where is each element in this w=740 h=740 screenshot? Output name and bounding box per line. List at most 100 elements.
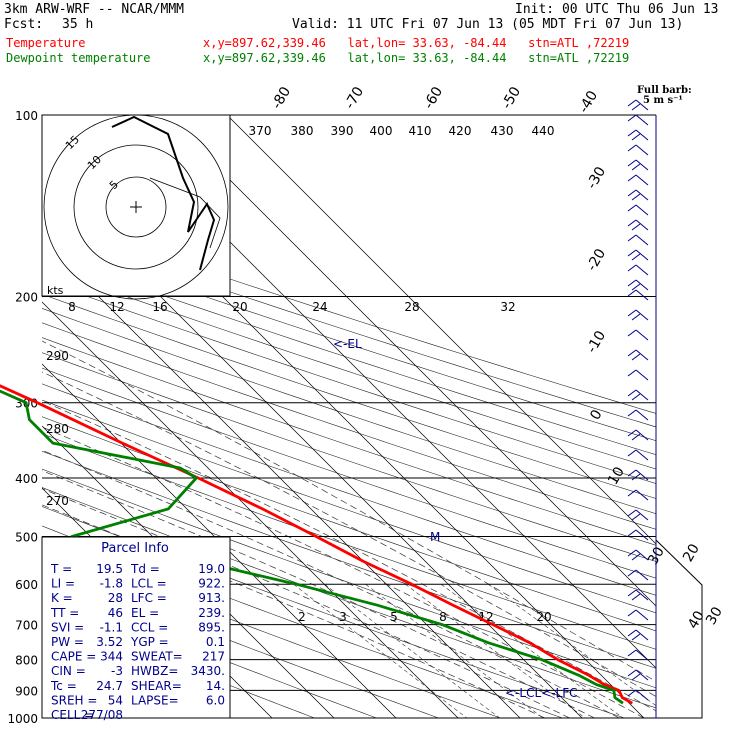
- wind-barb: [627, 204, 649, 216]
- wind-barb-staff: [635, 349, 649, 361]
- forecast-label: Fcst:: [4, 17, 44, 32]
- parcel-stat-value: 3430.: [191, 664, 225, 678]
- pressure-tick-label: 100: [15, 109, 38, 123]
- isotherm: [42, 239, 521, 718]
- dry-adiabat: [42, 352, 656, 562]
- parcel-stat-name: Td =: [130, 562, 160, 576]
- wind-barb-flag: [631, 633, 641, 641]
- mixing-ratio-line: [324, 583, 501, 718]
- dry-adiabat: [42, 416, 656, 632]
- wind-barb-flag: [627, 689, 637, 697]
- wind-barb-flag: [627, 114, 637, 122]
- temperature-legend-info: x,y=897.62,339.46 lat,lon= 33.63, -84.44…: [203, 36, 630, 50]
- wind-barb: [627, 409, 649, 421]
- parcel-stat-value: 239.: [198, 606, 225, 620]
- wind-barb-flag: [627, 189, 637, 197]
- parcel-stat-value: 217: [202, 650, 225, 664]
- wind-barb-flag: [631, 253, 641, 261]
- wind-barb-staff: [635, 529, 649, 541]
- dry-adiabat: [42, 240, 656, 442]
- wind-barb-flag: [627, 409, 637, 417]
- isotherm: [226, 115, 656, 545]
- wind-barb: [627, 629, 649, 641]
- isotherm: [42, 301, 459, 718]
- hodograph-ring: [73, 144, 199, 270]
- dry-adiabat: [42, 253, 656, 456]
- parcel-stat-name: SREH =: [51, 693, 97, 707]
- theta-label: 410: [409, 124, 432, 138]
- theta-label: 440: [532, 124, 555, 138]
- wind-barb-staff: [635, 409, 649, 421]
- wind-barb: [627, 99, 649, 111]
- mixing-ratio-line: [405, 583, 586, 718]
- init-time: Init: 00 UTC Thu 06 Jun 13: [515, 2, 719, 17]
- wind-barb-flag: [627, 369, 637, 377]
- wind-barb-flag: [627, 569, 637, 577]
- temperature-legend-label: Temperature: [6, 36, 86, 50]
- isotherm-label: -50: [499, 84, 524, 112]
- wind-barb-staff: [635, 174, 649, 186]
- mixing-ratio-label: 8: [439, 610, 447, 624]
- hodograph-ring: [105, 176, 167, 238]
- parcel-stat-value: 19.0: [198, 562, 225, 576]
- wind-barb-flag: [627, 234, 637, 242]
- parcel-stat-name: EL =: [131, 606, 159, 620]
- parcel-stat-value: 6.0: [206, 693, 225, 707]
- parcel-stat-name: SVI =: [51, 620, 84, 634]
- mixing-ratio-label: 20: [536, 610, 551, 624]
- speed-axis-label: 24: [312, 300, 327, 314]
- wind-barb-flag: [627, 609, 637, 617]
- wind-barb-flag: [627, 279, 637, 287]
- pressure-tick-label: 500: [15, 530, 38, 544]
- lcl-lfc-annotation: <-LCL<-LFC: [505, 686, 578, 700]
- wind-barb-staff: [635, 114, 649, 126]
- wind-barb: [627, 449, 649, 461]
- parcel-stat-name: SWEAT=: [131, 650, 183, 664]
- wind-barb-flag: [631, 553, 641, 561]
- parcel-stat-value: 0.1: [206, 635, 225, 649]
- parcel-stat-value: 19.5: [96, 562, 123, 576]
- speed-axis-label: 28: [404, 300, 419, 314]
- max-temp-annotation: M: [430, 530, 440, 544]
- wind-barb: [627, 489, 649, 501]
- wind-barb-flag: [631, 513, 641, 521]
- isotherm-label: -80: [269, 84, 294, 112]
- wind-barb-staff: [635, 264, 649, 276]
- dry-adiabat: [42, 227, 656, 428]
- wind-barb-flag: [627, 389, 637, 397]
- wind-barb: [627, 569, 649, 581]
- wind-barb-flag: [627, 159, 637, 167]
- dry-adiabat: [42, 266, 656, 470]
- wind-barb-flag: [627, 144, 637, 152]
- parcel-stat-name: LI =: [51, 577, 75, 591]
- wind-barb: [627, 689, 649, 701]
- dry-adiabat: [42, 322, 656, 530]
- wind-barb-staff: [635, 219, 649, 231]
- wind-barb-flag: [627, 129, 637, 137]
- wind-barb: [627, 279, 649, 291]
- isotherm-label: -40: [576, 88, 601, 116]
- wind-barb-staff: [635, 309, 649, 321]
- dry-adiabat: [42, 293, 656, 499]
- temperature-trace: [0, 384, 633, 705]
- dry-adiabat: [42, 487, 656, 709]
- parcel-stat-value: 14.: [206, 679, 225, 693]
- parcel-stat-name: YGP =: [130, 635, 169, 649]
- wind-barb-flag: [627, 489, 637, 497]
- wind-barb-flag: [627, 429, 637, 437]
- mixing-ratio-label: 5: [390, 610, 398, 624]
- pressure-tick-label: 400: [15, 472, 38, 486]
- mixing-ratio-line: [488, 583, 656, 707]
- wind-barb-flag: [631, 593, 641, 601]
- wind-barb-staff: [635, 389, 649, 401]
- dry-adiabat: [42, 433, 656, 650]
- parcel-stat-name: LFC =: [131, 591, 167, 605]
- isotherm-label: -10: [584, 328, 609, 356]
- wind-barb-staff: [635, 159, 649, 171]
- wind-barb: [627, 389, 649, 401]
- parcel-stat-value: 913.: [198, 591, 225, 605]
- wind-barb: [627, 529, 649, 541]
- wind-barb-staff: [635, 279, 649, 291]
- isotherm-label: -70: [342, 84, 367, 112]
- wind-barb-staff: [635, 449, 649, 461]
